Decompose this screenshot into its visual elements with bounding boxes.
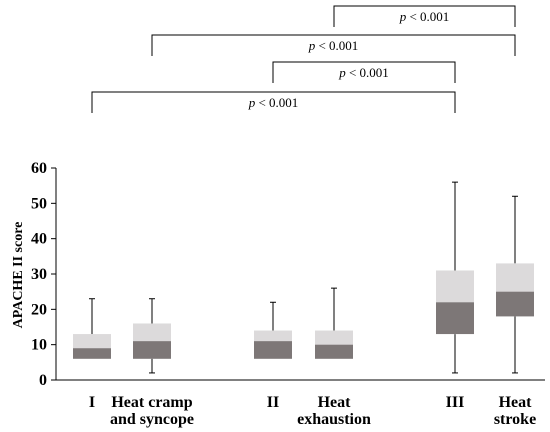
chart-axes: 0 10 20 30 40 50 60 bbox=[31, 160, 545, 389]
x-category-label: exhaustion bbox=[297, 411, 371, 428]
x-category-label: Heat bbox=[318, 394, 352, 411]
x-category-label: and syncope bbox=[110, 411, 194, 428]
significance-label: p < 0.001 bbox=[248, 95, 299, 110]
box-lower-quartile bbox=[133, 341, 171, 359]
box-upper-quartile bbox=[133, 323, 171, 342]
significance-label: p < 0.001 bbox=[399, 9, 450, 24]
significance-label: p < 0.001 bbox=[338, 65, 389, 80]
significance-bracket: p < 0.001 bbox=[333, 5, 516, 27]
significance-bracket: p < 0.001 bbox=[91, 91, 456, 113]
significance-brackets: p < 0.001 p < 0.001 p < 0.001 p < 0.001 bbox=[91, 5, 516, 113]
bracket-line bbox=[333, 5, 516, 27]
significance-bracket: p < 0.001 bbox=[272, 61, 456, 83]
box-lower-quartile bbox=[254, 341, 292, 359]
box-group bbox=[315, 287, 353, 359]
box-series bbox=[73, 181, 534, 374]
box-lower-quartile bbox=[73, 348, 111, 359]
y-tick-label: 0 bbox=[39, 372, 47, 389]
significance-label: p < 0.001 bbox=[308, 38, 359, 53]
y-tick-label: 30 bbox=[31, 266, 47, 283]
y-tick-label: 20 bbox=[31, 301, 47, 318]
x-category-label: stroke bbox=[494, 411, 536, 428]
bracket-line bbox=[91, 91, 456, 113]
y-tick-label: 60 bbox=[31, 160, 47, 177]
box-upper-quartile bbox=[73, 334, 111, 349]
y-axis-title: APACHE II score bbox=[11, 222, 26, 329]
x-category-label: I bbox=[89, 394, 95, 411]
box-upper-quartile bbox=[254, 330, 292, 342]
box-lower-quartile bbox=[315, 344, 353, 359]
x-category-label: III bbox=[446, 394, 465, 411]
box-lower-quartile bbox=[496, 291, 534, 317]
x-category-label: II bbox=[267, 394, 279, 411]
box-upper-quartile bbox=[315, 330, 353, 345]
x-category-label: Heat cramp bbox=[111, 394, 192, 411]
y-tick-label: 50 bbox=[31, 195, 47, 212]
box-group bbox=[496, 195, 534, 374]
y-tick-label: 40 bbox=[31, 231, 47, 248]
bracket-line bbox=[151, 34, 516, 56]
box-lower-quartile bbox=[436, 302, 474, 335]
x-category-label: Heat bbox=[499, 394, 533, 411]
box-upper-quartile bbox=[436, 270, 474, 303]
significance-bracket: p < 0.001 bbox=[151, 34, 516, 56]
box-group bbox=[73, 298, 111, 359]
y-tick-label: 10 bbox=[31, 337, 47, 354]
box-upper-quartile bbox=[496, 263, 534, 292]
box-group bbox=[436, 181, 474, 374]
box-group bbox=[254, 301, 292, 359]
box-group bbox=[133, 298, 171, 374]
bracket-line bbox=[272, 61, 456, 83]
